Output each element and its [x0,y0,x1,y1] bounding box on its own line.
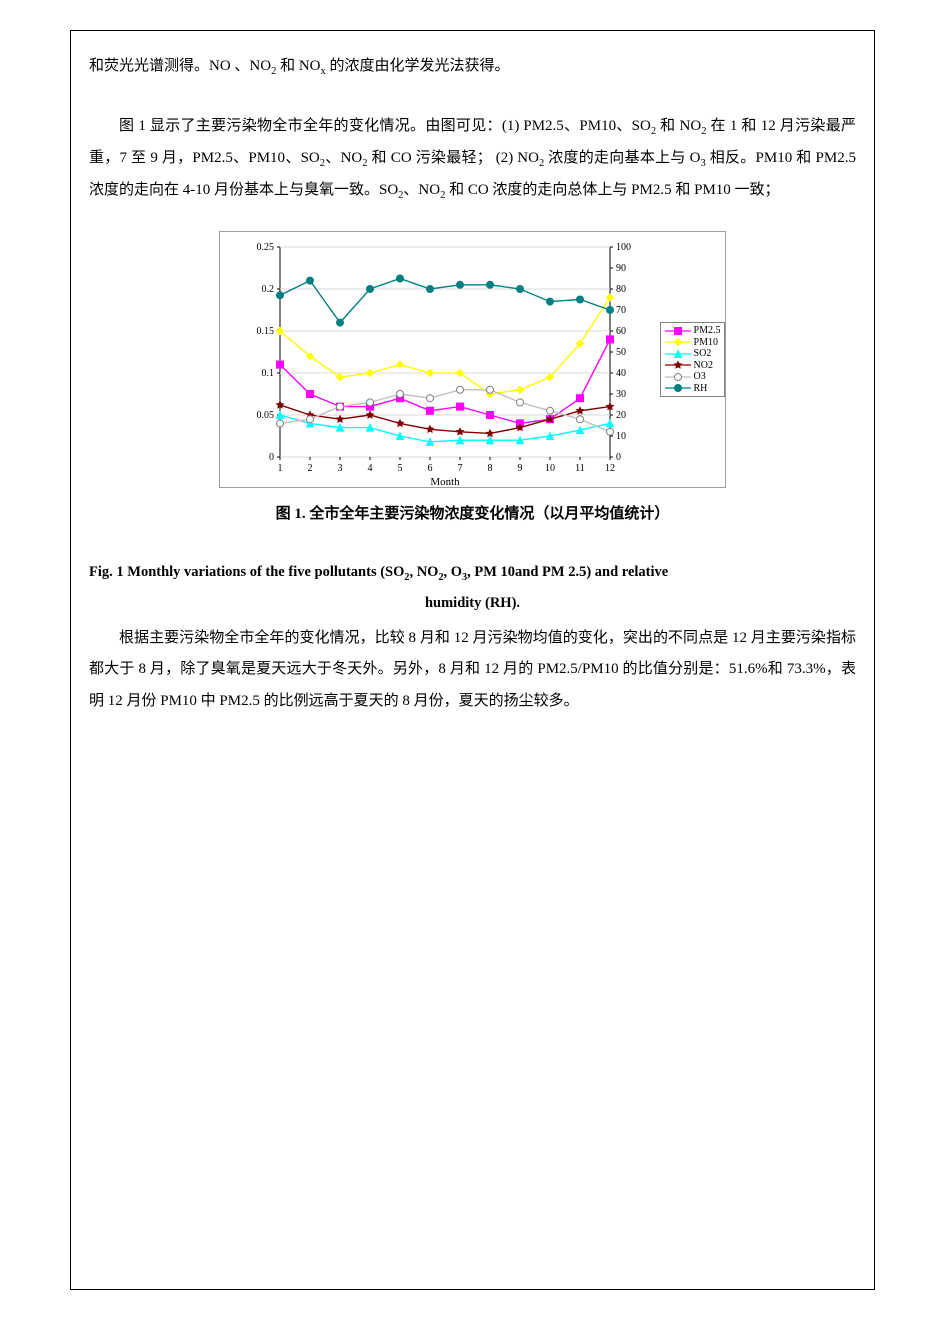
figure-caption-en: Fig. 1 Monthly variations of the five po… [89,557,856,619]
svg-text:10: 10 [616,431,626,442]
text: Fig. 1 Monthly variations of the five po… [89,564,404,580]
svg-text:20: 20 [616,410,626,421]
svg-text:4: 4 [367,463,372,474]
legend-label: PM2.5 [694,325,721,337]
paragraph-1: 和荧光光谱测得。NO 、NO2 和 NOx 的浓度由化学发光法获得。 [89,51,856,83]
svg-text:0: 0 [616,452,621,463]
text: 、NO [325,150,362,166]
svg-text:80: 80 [616,284,626,295]
svg-text:1: 1 [277,463,282,474]
legend-label: PM10 [694,337,718,349]
chart-box: 0 0.05 0.1 0.15 0.2 0.25 0 10 20 30 40 50 60 70 80 90 10… [219,231,727,488]
svg-text:90: 90 [616,263,626,274]
page-frame: 和荧光光谱测得。NO 、NO2 和 NOx 的浓度由化学发光法获得。 图 1 显… [70,30,875,1290]
paragraph-3: 根据主要污染物全市全年的变化情况，比较 8 月和 12 月污染物均值的变化，突出… [89,623,856,718]
svg-text:40: 40 [616,368,626,379]
text: , NO [409,564,438,580]
text: 和 NO [656,118,701,134]
svg-text:11: 11 [575,463,585,474]
svg-text:0.15: 0.15 [256,326,274,337]
svg-text:0.2: 0.2 [261,284,274,295]
legend-item-pm10: PM10 [665,337,721,349]
legend-item-o3: O3 [665,371,721,383]
svg-text:10: 10 [545,463,555,474]
paragraph-2: 图 1 显示了主要污染物全市全年的变化情况。由图可见：(1) PM2.5、PM1… [89,111,856,207]
pollutant-chart: 0 0.05 0.1 0.15 0.2 0.25 0 10 20 30 40 50 60 70 80 90 10… [220,232,660,487]
chart-container: 0 0.05 0.1 0.15 0.2 0.25 0 10 20 30 40 50 60 70 80 90 10… [89,231,856,488]
legend-label: RH [694,383,708,395]
text: 的浓度由化学发光法获得。 [326,58,510,74]
svg-text:50: 50 [616,347,626,358]
chart-legend: PM2.5PM10SO2NO2O3RH [660,322,726,397]
svg-text:0: 0 [269,452,274,463]
svg-text:5: 5 [397,463,402,474]
text: 和荧光光谱测得。NO 、NO [89,58,271,74]
legend-label: O3 [694,371,706,383]
text: humidity (RH). [89,588,856,618]
svg-text:12: 12 [605,463,615,474]
text: 和 CO 污染最轻； (2) NO [368,150,539,166]
text: 图 1 显示了主要污染物全市全年的变化情况。由图可见：(1) PM2.5、PM1… [119,118,651,134]
text: 浓度的走向基本上与 O [544,150,700,166]
svg-text:70: 70 [616,305,626,316]
text: 和 NO [276,58,320,74]
svg-text:6: 6 [427,463,432,474]
legend-item-rh: RH [665,383,721,395]
text: , O [444,564,463,580]
svg-text:0.1: 0.1 [261,368,274,379]
legend-label: NO2 [694,360,713,372]
legend-item-no2: NO2 [665,360,721,372]
svg-text:Month: Month [430,476,460,487]
text: , PM 10and PM 2.5) and relative [467,564,668,580]
legend-item-so2: SO2 [665,348,721,360]
legend-label: SO2 [694,348,712,360]
svg-text:0.25: 0.25 [256,242,274,253]
svg-text:0.05: 0.05 [256,410,274,421]
svg-text:3: 3 [337,463,342,474]
svg-text:8: 8 [487,463,492,474]
text: 、NO [403,182,440,198]
legend-item-pm2-5: PM2.5 [665,325,721,337]
svg-text:100: 100 [616,242,631,253]
figure-caption-cn: 图 1. 全市全年主要污染物浓度变化情况（以月平均值统计） [89,502,856,523]
spacer [89,93,856,111]
svg-text:2: 2 [307,463,312,474]
text: 和 CO 浓度的走向总体上与 PM2.5 和 PM10 一致； [445,182,779,198]
svg-text:30: 30 [616,389,626,400]
svg-text:9: 9 [517,463,522,474]
svg-text:7: 7 [457,463,462,474]
svg-text:60: 60 [616,326,626,337]
